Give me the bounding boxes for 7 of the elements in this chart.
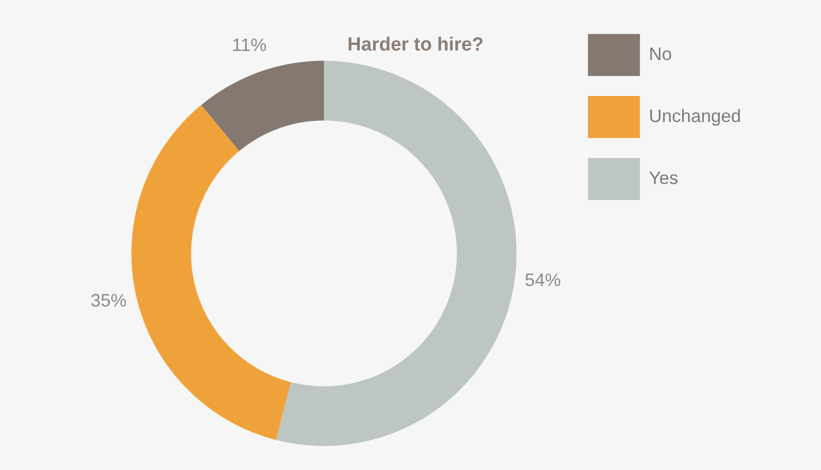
chart-title: Harder to hire? — [347, 34, 484, 56]
data-label: 35% — [90, 290, 127, 310]
data-label: 11% — [232, 34, 267, 55]
legend-label: Yes — [648, 168, 678, 188]
legend-label: No — [648, 44, 672, 64]
legend-label: Unchanged — [648, 106, 742, 126]
data-label: 54% — [524, 270, 561, 290]
